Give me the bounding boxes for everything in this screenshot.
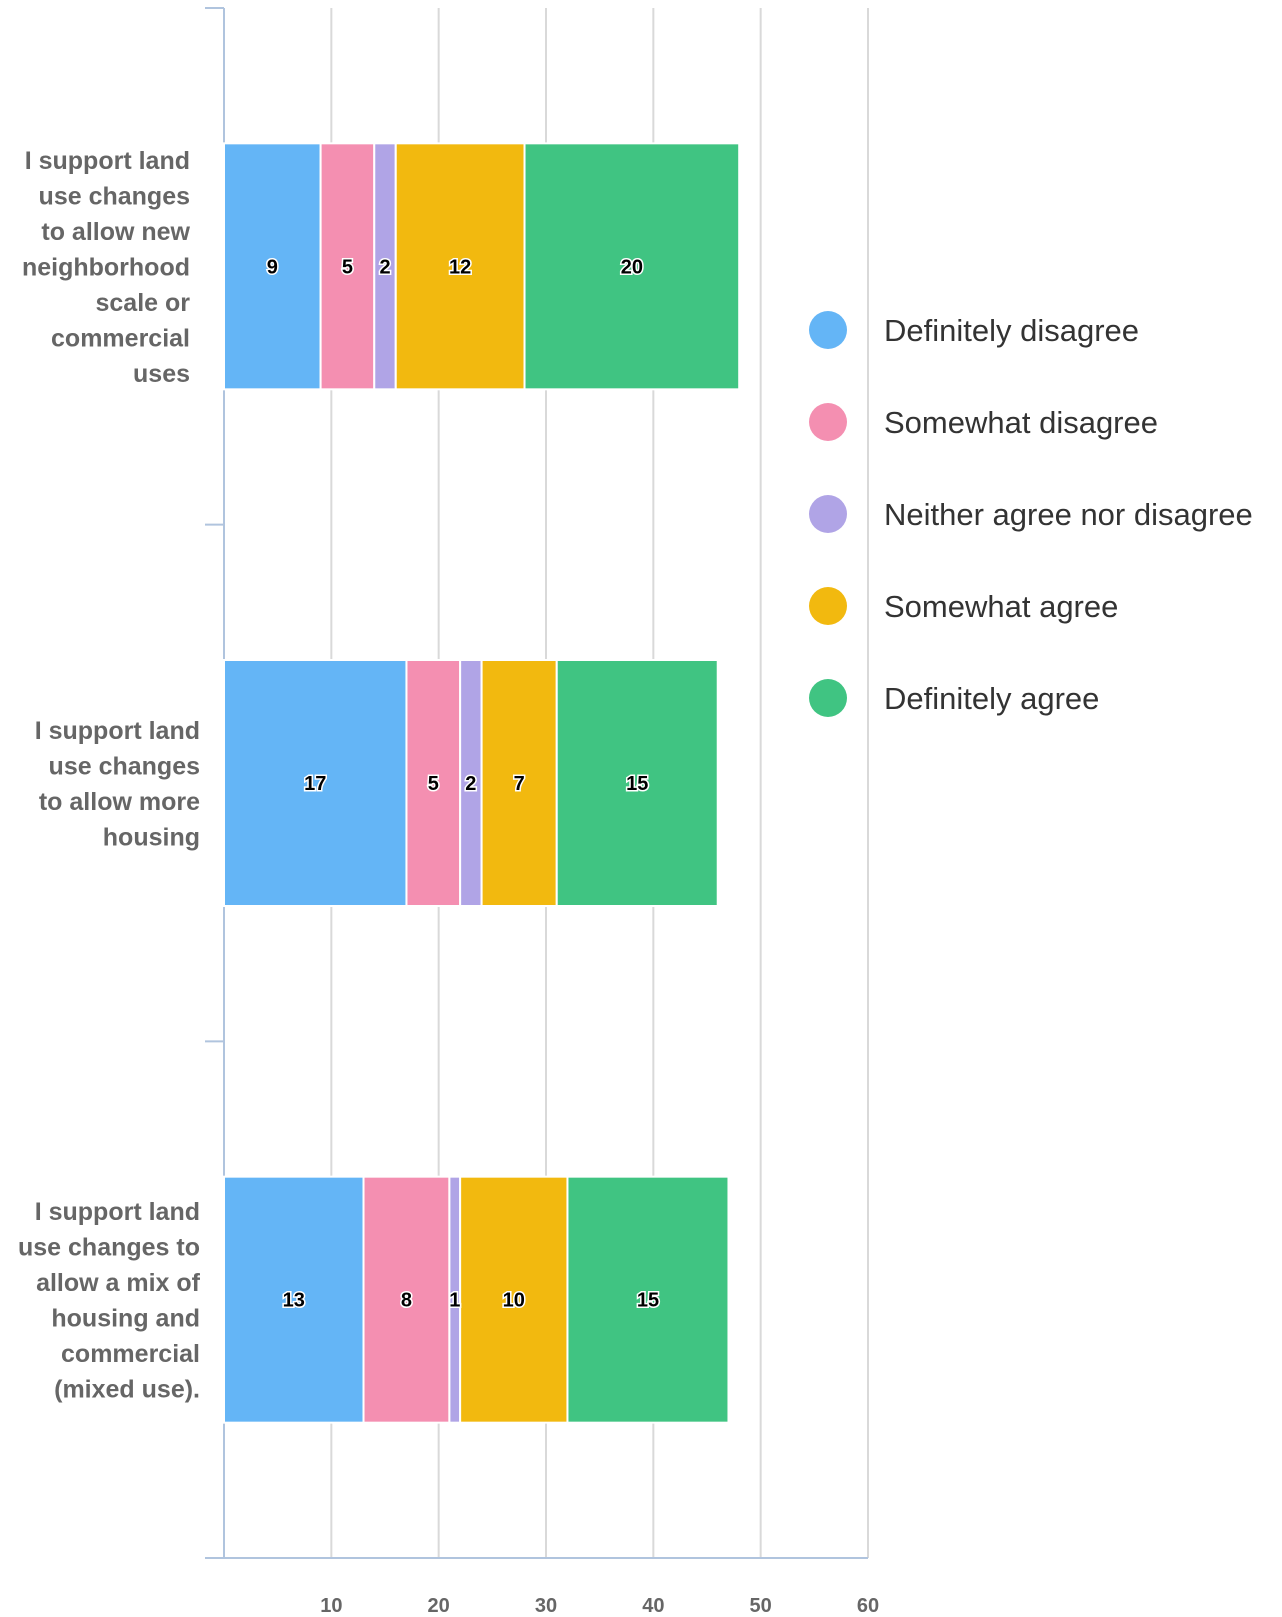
- bar-segment-3-5: [566, 1175, 730, 1424]
- legend-swatch-4: [809, 587, 847, 625]
- x-tick-label-20: 20: [428, 1595, 450, 1617]
- bar-segment-1-5: [523, 142, 741, 391]
- bar-segment-3-1: [223, 1175, 365, 1424]
- category-label-2-line-2: use changes: [49, 752, 200, 780]
- data-label-1-4: 12: [449, 256, 471, 278]
- bar-segment-1-4: [394, 142, 526, 391]
- data-label-3-3: 1: [449, 1290, 460, 1312]
- legend-swatch-2: [809, 403, 847, 441]
- x-tick-label-30: 30: [535, 1595, 557, 1617]
- x-tick-label-50: 50: [750, 1595, 772, 1617]
- category-label-3-line-6: (mixed use).: [54, 1375, 200, 1403]
- category-label-2-line-3: to allow more: [39, 788, 200, 816]
- legend-label-2: Somewhat disagree: [884, 405, 1158, 440]
- bar-segment-2-5: [555, 659, 719, 907]
- category-label-1-line-3: to allow new: [41, 218, 190, 246]
- bar-segment-3-4: [459, 1175, 569, 1424]
- x-tick-label-40: 40: [642, 1595, 664, 1617]
- data-label-2-4: 7: [514, 773, 525, 795]
- data-label-3-1: 13: [283, 1290, 305, 1312]
- legend-label-5: Definitely agree: [884, 681, 1099, 716]
- bar-segment-1-1: [223, 142, 322, 391]
- data-label-3-4: 10: [503, 1290, 525, 1312]
- data-label-3-5: 15: [637, 1290, 659, 1312]
- category-label-2-line-4: housing: [103, 823, 200, 851]
- data-label-2-5: 15: [626, 773, 648, 795]
- data-label-1-1: 9: [267, 256, 278, 278]
- category-label-3-line-4: housing and: [51, 1304, 200, 1332]
- data-label-2-1: 17: [304, 773, 326, 795]
- legend-swatch-3: [809, 495, 847, 533]
- category-label-1-line-1: I support land: [25, 147, 190, 175]
- data-label-1-2: 5: [342, 256, 353, 278]
- bars: [223, 142, 741, 1424]
- legend-label-1: Definitely disagree: [884, 313, 1139, 348]
- category-label-3-line-3: allow a mix of: [36, 1269, 201, 1297]
- bar-segment-3-2: [362, 1175, 451, 1424]
- category-label-1-line-4: neighborhood: [22, 253, 190, 281]
- legend-label-3: Neither agree nor disagree: [884, 497, 1253, 532]
- x-tick-label-10: 10: [320, 1595, 342, 1617]
- category-label-1-line-2: use changes: [39, 182, 190, 210]
- category-label-1-line-6: commercial: [51, 324, 190, 352]
- bar-segment-2-2: [405, 659, 462, 907]
- data-label-2-3: 2: [465, 773, 476, 795]
- legend-swatch-5: [809, 679, 847, 717]
- data-label-3-2: 8: [401, 1290, 412, 1312]
- legend-swatch-1: [809, 311, 847, 349]
- category-label-1-line-7: uses: [133, 360, 190, 388]
- bar-segment-1-2: [319, 142, 376, 391]
- data-label-2-2: 5: [428, 773, 439, 795]
- bar-segment-2-1: [223, 659, 408, 907]
- legend: Definitely disagree Somewhat disagree Neit…: [809, 311, 1253, 717]
- data-label-1-3: 2: [379, 256, 390, 278]
- x-tick-label-60: 60: [857, 1595, 879, 1617]
- legend-label-4: Somewhat agree: [884, 589, 1118, 624]
- category-label-2-line-1: I support land: [35, 717, 200, 745]
- data-label-1-5: 20: [621, 256, 643, 278]
- category-label-1-line-5: scale or: [95, 289, 190, 317]
- category-label-3-line-2: use changes to: [18, 1233, 200, 1261]
- category-label-3-line-1: I support land: [35, 1198, 200, 1226]
- category-label-3-line-5: commercial: [61, 1340, 200, 1368]
- bar-segment-2-4: [480, 659, 558, 907]
